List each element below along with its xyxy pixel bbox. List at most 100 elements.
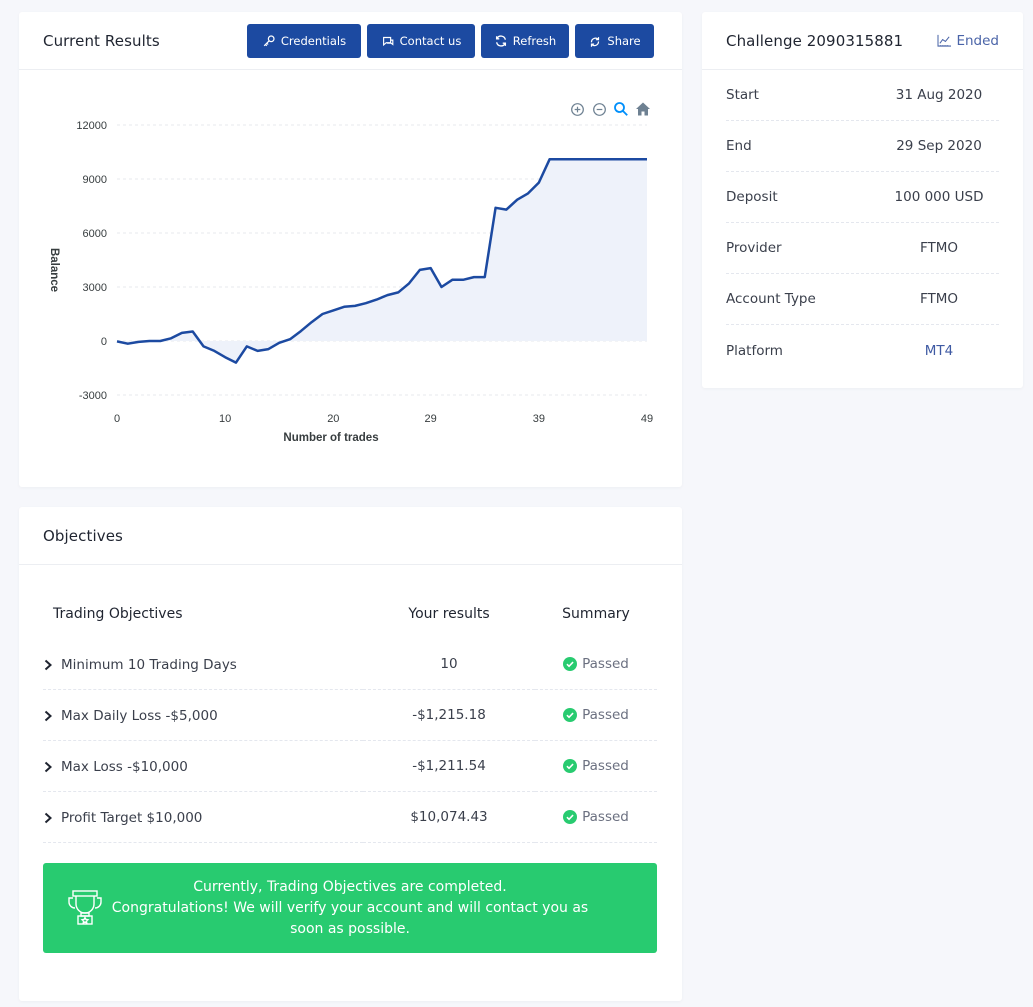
chevron-right-icon[interactable]	[43, 761, 53, 773]
objectives-title: Objectives	[43, 526, 123, 545]
chevron-right-icon[interactable]	[43, 812, 53, 824]
objective-result: 10	[363, 639, 535, 690]
zoom-out-icon[interactable]	[590, 100, 608, 118]
completion-banner: Currently, Trading Objectives are comple…	[43, 863, 657, 953]
share-label: Share	[607, 34, 641, 48]
banner-line-2: Congratulations! We will verify your acc…	[111, 899, 589, 937]
objective-name: Max Daily Loss -$5,000	[61, 707, 218, 724]
y-tick-label: 3000	[83, 282, 107, 294]
info-label: Deposit	[726, 189, 778, 205]
check-circle-icon	[563, 759, 578, 773]
info-label: Platform	[726, 342, 783, 359]
y-tick-label: -3000	[79, 390, 107, 402]
banner-line-1: Currently, Trading Objectives are comple…	[193, 878, 507, 895]
chart-toolbar	[568, 100, 652, 118]
objective-name: Max Loss -$10,000	[61, 758, 188, 775]
contact-us-button[interactable]: Contact us	[367, 24, 475, 58]
x-tick-label: 0	[114, 413, 120, 425]
balance-chart-svg: 12000 9000 6000 3000 0 -3000 0 10 20 29 39 49 Number…	[48, 120, 653, 444]
objectives-header: Objectives	[19, 507, 682, 565]
current-results-header: Current Results	[19, 12, 682, 70]
x-tick-label: 39	[533, 413, 545, 425]
refresh-label: Refresh	[512, 34, 557, 48]
y-tick-label: 12000	[76, 120, 107, 132]
current-results-title: Current Results	[43, 31, 160, 50]
info-value: 31 Aug 2020	[895, 87, 983, 103]
current-results-card: Current Results Credentials Contact us R…	[19, 12, 682, 487]
platform-link[interactable]: MT4	[924, 342, 954, 359]
check-circle-icon	[563, 810, 578, 824]
challenge-info-list: Start 31 Aug 2020 End 29 Sep 2020 Deposi…	[702, 70, 1023, 376]
results-toolbar: Credentials Contact us Refresh Share	[247, 24, 654, 58]
reset-home-icon[interactable]	[634, 100, 652, 118]
table-header: Trading Objectives Your results Summary	[43, 589, 657, 639]
info-row-end: End 29 Sep 2020	[726, 121, 999, 172]
info-label: Account Type	[726, 291, 816, 307]
chart-line-icon	[937, 34, 952, 47]
zoom-in-icon[interactable]	[568, 100, 586, 118]
objective-summary: Passed	[582, 656, 629, 672]
check-circle-icon	[563, 708, 578, 722]
info-value: FTMO	[919, 240, 959, 256]
share-button[interactable]: Share	[575, 24, 654, 58]
chat-icon	[382, 36, 394, 47]
share-icon	[591, 37, 600, 47]
credentials-button[interactable]: Credentials	[247, 24, 361, 58]
table-row[interactable]: Max Daily Loss -$5,000 -$1,215.18 Passed	[43, 690, 657, 741]
table-row[interactable]: Minimum 10 Trading Days 10 Passed	[43, 639, 657, 690]
objectives-table: Trading Objectives Your results Summary …	[43, 589, 657, 843]
y-tick-label: 9000	[83, 174, 107, 186]
info-value: FTMO	[919, 291, 959, 307]
objective-result: -$1,211.54	[363, 741, 535, 792]
info-label: Start	[726, 87, 759, 103]
objective-name: Profit Target $10,000	[61, 809, 203, 826]
table-row[interactable]: Profit Target $10,000 $10,074.43 Passed	[43, 792, 657, 843]
trophy-icon	[68, 890, 102, 925]
x-tick-label: 49	[641, 413, 653, 425]
contact-us-label: Contact us	[399, 34, 462, 48]
objective-result: -$1,215.18	[363, 690, 535, 741]
balance-chart: 12000 9000 6000 3000 0 -3000 0 10 20 29 39 49 Number…	[19, 70, 682, 487]
table-row[interactable]: Max Loss -$10,000 -$1,211.54 Passed	[43, 741, 657, 792]
objective-name: Minimum 10 Trading Days	[61, 656, 237, 673]
x-axis-label: Number of trades	[283, 432, 378, 444]
zoom-select-icon[interactable]	[612, 100, 630, 118]
info-label: End	[726, 138, 752, 154]
x-tick-label: 20	[327, 413, 339, 425]
info-row-platform: Platform MT4	[726, 325, 999, 376]
refresh-button[interactable]: Refresh	[481, 24, 569, 58]
objectives-card: Objectives Trading Objectives Your resul…	[19, 507, 682, 1001]
chevron-right-icon[interactable]	[43, 710, 53, 722]
x-tick-label: 29	[425, 413, 437, 425]
status-badge: Ended	[937, 33, 999, 49]
objective-summary: Passed	[582, 809, 629, 825]
info-value: 29 Sep 2020	[896, 138, 982, 154]
info-row-start: Start 31 Aug 2020	[726, 70, 999, 121]
column-header-results: Your results	[408, 606, 490, 622]
objective-summary: Passed	[582, 758, 629, 774]
refresh-icon	[495, 35, 506, 47]
column-header-objective: Trading Objectives	[53, 606, 183, 622]
series-area	[117, 159, 647, 363]
challenge-title: Challenge 2090315881	[726, 31, 904, 50]
info-label: Provider	[726, 240, 782, 256]
objective-result: $10,074.43	[363, 792, 535, 843]
x-tick-label: 10	[219, 413, 231, 425]
challenge-header: Challenge 2090315881 Ended	[702, 12, 1023, 70]
y-axis-label: Balance	[48, 248, 60, 292]
y-tick-label: 0	[101, 336, 107, 348]
info-row-provider: Provider FTMO	[726, 223, 999, 274]
banner-text: Currently, Trading Objectives are comple…	[43, 877, 657, 940]
credentials-label: Credentials	[280, 34, 347, 48]
series-line	[116, 157, 647, 364]
info-row-deposit: Deposit 100 000 USD	[726, 172, 999, 223]
column-header-summary: Summary	[562, 606, 630, 622]
y-tick-label: 6000	[83, 228, 107, 240]
info-value: 100 000 USD	[894, 189, 984, 205]
status-text: Ended	[956, 32, 999, 49]
challenge-card: Challenge 2090315881 Ended Start 31 Aug …	[702, 12, 1023, 388]
key-icon	[263, 35, 275, 47]
check-circle-icon	[563, 657, 578, 671]
objective-summary: Passed	[582, 707, 629, 723]
chevron-right-icon[interactable]	[43, 659, 53, 671]
